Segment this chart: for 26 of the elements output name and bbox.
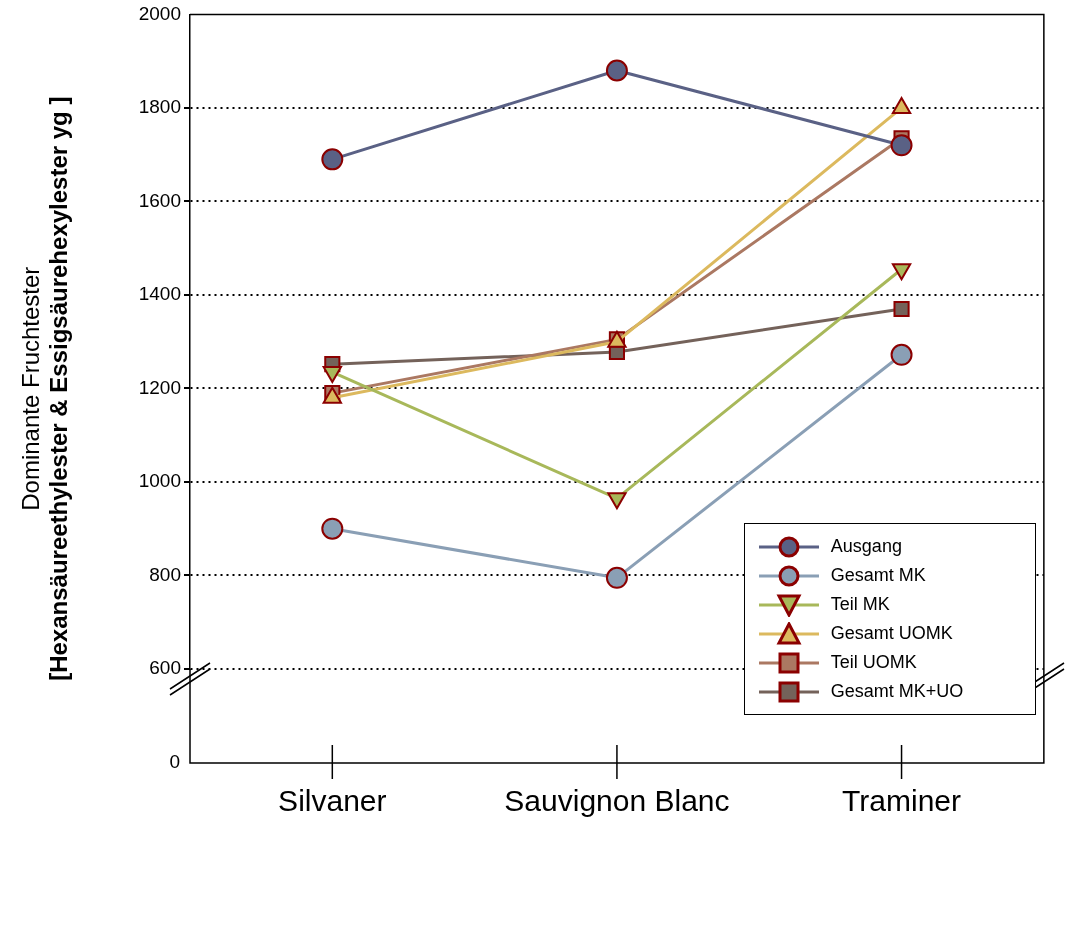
text: 0 [169, 751, 180, 773]
y-tick-label: 1200 [138, 376, 181, 398]
point [893, 300, 910, 318]
y-tick-label: 1400 [138, 283, 181, 305]
point [321, 517, 344, 540]
point [890, 134, 913, 157]
point [321, 148, 344, 171]
legend-label: Gesamt MK [830, 565, 926, 586]
y-tick-label: 1800 [138, 96, 181, 118]
legend-label: Ausgang [830, 536, 902, 557]
y-tick-label: 800 [149, 563, 181, 585]
x-tick-label: Traminer [842, 784, 962, 818]
legend-label: Teil UOMK [830, 652, 917, 673]
y-tick-label: 1000 [138, 470, 181, 492]
y-tick-label: 1600 [138, 189, 181, 211]
x-tick-label: Sauvignon Blanc [504, 784, 730, 818]
y-tick-label: 2000 [138, 2, 181, 24]
point [605, 59, 628, 82]
point [890, 343, 913, 366]
y-axis-title: Dominante Fruchtester [Hexansäureethylester & Essigsäurehexylester yg ] [17, 96, 72, 681]
legend-label: Teil MK [830, 594, 890, 615]
x-tick-label: Silvaner [278, 784, 387, 818]
y-tick-label: 600 [149, 657, 181, 679]
legend-label: Gesamt UOMK [830, 623, 953, 644]
legend-label: Gesamt MK+UO [830, 681, 964, 702]
point [605, 566, 628, 589]
